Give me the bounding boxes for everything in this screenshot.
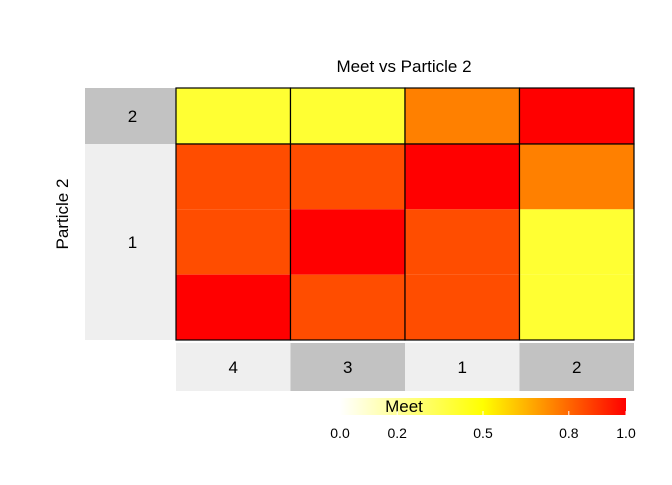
cell-r1-c0-1: [176, 209, 291, 275]
cell-r1-c2-1: [405, 209, 520, 275]
legend-gradient-bar: [340, 398, 626, 415]
cell-r1-c3-2: [519, 274, 634, 340]
legend-tick-label: 0.0: [330, 425, 350, 441]
cell-r1-c1-1: [290, 209, 405, 275]
legend-tick-label: 1.0: [616, 425, 636, 441]
row-label-2: 2: [128, 107, 137, 126]
row-band-1: [85, 144, 176, 340]
row-band-2: [85, 88, 176, 144]
cell-r1-c1-2: [290, 274, 405, 340]
cell-r1-c2-0: [405, 144, 520, 210]
legend-tick-label: 0.5: [473, 425, 493, 441]
cell-r1-c3-1: [519, 209, 634, 275]
y-axis-label: Particle 2: [53, 179, 72, 250]
cell-r1-c2-2: [405, 274, 520, 340]
cell-r0-c2-0: [405, 88, 520, 144]
cell-r0-c1-0: [290, 88, 405, 144]
legend-tick-label: 0.8: [559, 425, 579, 441]
legend-title: Meet: [385, 397, 423, 416]
col-label-2: 2: [572, 358, 581, 377]
col-band-2: [519, 343, 634, 391]
chart-title: Meet vs Particle 2: [336, 57, 471, 76]
cell-r1-c1-0: [290, 144, 405, 210]
cell-r1-c0-0: [176, 144, 291, 210]
row-label-1: 1: [128, 233, 137, 252]
cell-r1-c3-0: [519, 144, 634, 210]
col-label-4: 4: [229, 358, 238, 377]
color-legend: Meet 0.0 0.2 0.5 0.8 1.0: [330, 397, 636, 441]
col-band-3: [290, 343, 405, 391]
cell-r0-c3-0: [519, 88, 634, 144]
cell-border-r1-c3: [518, 143, 635, 341]
col-label-1: 1: [458, 358, 467, 377]
col-band-1: [405, 343, 520, 391]
legend-tick-label: 0.2: [387, 425, 407, 441]
cell-r0-c0-0: [176, 88, 291, 144]
cell-r1-c0-2: [176, 274, 291, 340]
col-band-4: [176, 343, 291, 391]
col-label-3: 3: [343, 358, 352, 377]
